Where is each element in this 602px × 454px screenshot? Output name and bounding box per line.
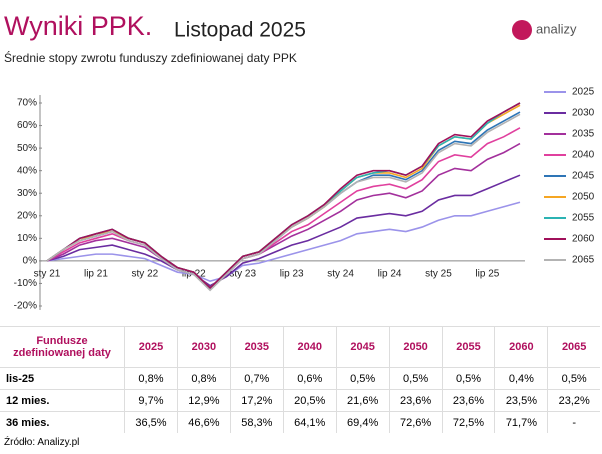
table-header: 2065 (547, 326, 600, 368)
subtitle: Średnie stopy zwrotu funduszy zdefiniowa… (4, 50, 297, 65)
legend-label: 2050 (572, 192, 595, 203)
table-cell: 12 mies. (0, 389, 125, 412)
table-cell: 46,6% (176, 411, 231, 433)
y-tick-label: 60% (17, 120, 37, 131)
y-tick-label: 0% (23, 256, 38, 267)
series-line (46, 201, 521, 283)
table: Fundusze zdefiniowanej daty 2025 2030 2035 2… (0, 326, 600, 433)
y-tick-label: 20% (17, 210, 37, 221)
series-line (46, 102, 521, 290)
x-tick-label: sty 23 (229, 269, 256, 280)
x-tick-label: lip 21 (84, 269, 108, 280)
table-cell: 0,8% (124, 367, 178, 390)
table-cell: 9,7% (124, 389, 178, 412)
y-tick-label: 30% (17, 188, 37, 199)
table-cell: 23,6% (441, 389, 495, 412)
table-cell: - (547, 411, 600, 433)
chart: Wyniki PPK. Listopad 2025 Średnie stopy … (4, 11, 595, 312)
table-header: 2045 (335, 326, 390, 368)
table-cell: 58,3% (229, 411, 284, 433)
series-line (46, 113, 521, 292)
x-tick-label: sty 25 (425, 269, 452, 280)
table-cell: 36,5% (124, 411, 178, 433)
table-cell: 0,5% (335, 367, 390, 390)
table-header: 2060 (494, 326, 548, 368)
table-cell: 23,2% (547, 389, 600, 412)
table-cell: 0,8% (176, 367, 231, 390)
legend-label: 2035 (572, 129, 595, 140)
table-cell: lis-25 (0, 367, 125, 390)
table-cell: 21,6% (335, 389, 390, 412)
table-cell: 0,5% (388, 367, 443, 390)
source: Źródło: Analizy.pl (4, 437, 80, 448)
x-tick-label: lip 24 (378, 269, 402, 280)
legend-label: 2040 (572, 150, 595, 161)
legend-label: 2055 (572, 213, 595, 224)
y-tick-label: 10% (17, 233, 37, 244)
table-header: 2040 (282, 326, 337, 368)
table-cell: 72,5% (441, 411, 495, 433)
legend-label: 2060 (572, 234, 595, 245)
legend-label: 2025 (572, 87, 595, 98)
table-cell: 20,5% (282, 389, 337, 412)
table-cell: 36 mies. (0, 411, 125, 433)
table-header: 2025 (124, 326, 178, 368)
y-tick-label: 40% (17, 165, 37, 176)
x-tick-label: sty 22 (132, 269, 159, 280)
x-tick-label: sty 24 (327, 269, 354, 280)
x-tick-label: lip 25 (475, 269, 499, 280)
table-cell: 0,6% (282, 367, 337, 390)
period: Listopad 2025 (174, 19, 306, 42)
legend-label: 2045 (572, 171, 595, 182)
table-cell: 72,6% (388, 411, 443, 433)
series-line (46, 102, 521, 290)
y-tick-label: -20% (14, 301, 37, 312)
legend-label: 2030 (572, 108, 595, 119)
table-cell: 71,7% (494, 411, 548, 433)
table-cell: 0,4% (494, 367, 548, 390)
table-cell: 23,5% (494, 389, 548, 412)
table-cell: 0,5% (547, 367, 600, 390)
logo-icon (512, 20, 532, 40)
table-header: 2035 (229, 326, 284, 368)
table-cell: 64,1% (282, 411, 337, 433)
table-cell: 12,9% (176, 389, 231, 412)
legend-label: 2065 (572, 255, 595, 266)
y-tick-label: -10% (14, 278, 37, 289)
chart-title: Wyniki PPK. (4, 11, 152, 41)
table-header: 2030 (176, 326, 231, 368)
series-line (46, 142, 521, 290)
table-cell: 0,7% (229, 367, 284, 390)
table-cell: 0,5% (441, 367, 495, 390)
table-cell: 17,2% (229, 389, 284, 412)
table-cell: 69,4% (335, 411, 390, 433)
series-line (46, 174, 521, 287)
table-header: Fundusze zdefiniowanej daty (0, 326, 125, 368)
y-tick-label: 70% (17, 98, 37, 109)
x-tick-label: sty 21 (34, 269, 61, 280)
y-tick-label: 50% (17, 143, 37, 154)
table-header: 2055 (441, 326, 495, 368)
table-header: 2050 (388, 326, 443, 368)
x-tick-label: lip 23 (280, 269, 304, 280)
table-cell: 23,6% (388, 389, 443, 412)
logo: analizy (536, 21, 577, 36)
series-line (46, 127, 521, 290)
